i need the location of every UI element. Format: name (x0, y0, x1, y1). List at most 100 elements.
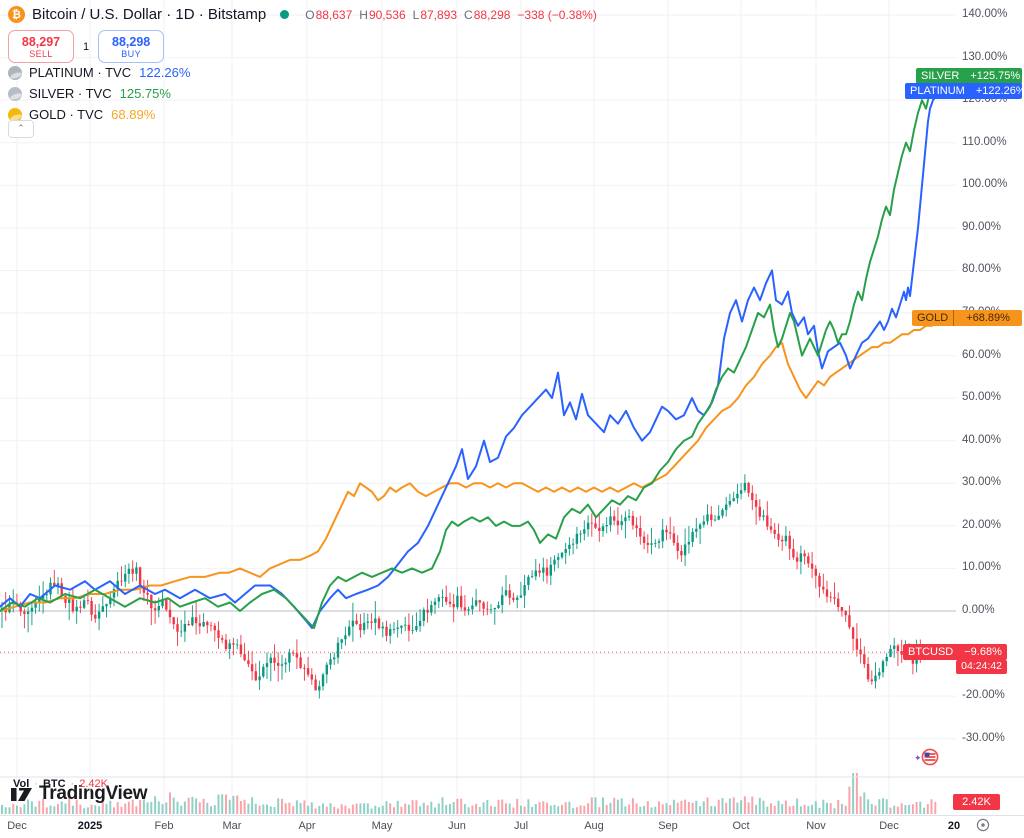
chevron-up-icon: ⌃ (17, 123, 25, 133)
change-value: −338 (−0.38%) (517, 7, 597, 22)
tag-value: +122.26% (975, 85, 1022, 97)
volume-title: Vol (13, 778, 30, 790)
compare-legend: PLATINUM · TVC 122.26% SILVER · TVC 125.75%… (8, 62, 190, 125)
time-tick[interactable]: Nov (806, 820, 826, 832)
price-tick[interactable]: -20.00% (962, 689, 1005, 702)
buy-button[interactable]: 88,298 BUY (98, 30, 165, 63)
time-tick[interactable]: Aug (584, 820, 604, 832)
tag-divider (953, 310, 955, 326)
tag-symbol: PLATINUM (910, 85, 965, 97)
volume-series (1, 773, 937, 814)
watermark-text: TradingView (39, 783, 148, 804)
quantity-value[interactable]: 1 (83, 40, 90, 53)
silver-price-tag: SILVER +125.75% (916, 68, 1022, 84)
time-tick[interactable]: Dec (879, 820, 899, 832)
volume-symbol: BTC (42, 778, 66, 790)
open-label: O (305, 7, 315, 22)
legend-symbol-change: 122.26% (139, 65, 191, 80)
price-tick[interactable]: 30.00% (962, 476, 1002, 489)
tag-value: +68.89% (966, 312, 1010, 324)
time-tick[interactable]: 2025 (77, 820, 103, 832)
low-value: 87,893 (420, 7, 458, 22)
legend-row-platinum[interactable]: PLATINUM · TVC 122.26% (8, 62, 190, 83)
volume-study-label[interactable]: Vol · BTC · 2.42K (13, 778, 108, 790)
countdown-timer: 04:24:42 (956, 660, 1007, 674)
tradingview-watermark: TradingView (10, 782, 148, 806)
price-tick[interactable]: 0.00% (962, 604, 995, 616)
symbol-title[interactable]: Bitcoin / U.S. Dollar · 1D · Bitstamp (32, 6, 267, 23)
tag-value: +125.75% (970, 70, 1021, 82)
price-tick[interactable]: 140.00% (962, 8, 1008, 21)
legend-row-gold[interactable]: GOLD · TVC 68.89% (8, 104, 190, 125)
ohlc-values: O 88,637 H 90,536 L 87,893 C 88,298 −338 (−0… (298, 8, 597, 22)
trade-panel: 88,297 SELL 1 88,298 BUY (8, 30, 165, 63)
time-tick[interactable]: Dec (7, 820, 27, 832)
price-tick[interactable]: 40.00% (962, 433, 1002, 446)
silver-icon (8, 86, 22, 101)
tag-symbol: GOLD (917, 312, 949, 324)
high-value: 90,536 (368, 7, 406, 22)
volume-axis-tag: 2.42K (953, 794, 1000, 810)
price-tick[interactable]: 80.00% (962, 263, 1002, 276)
legend-symbol-change: 68.89% (111, 107, 156, 122)
price-tick[interactable]: 130.00% (962, 50, 1008, 63)
price-tick[interactable]: 60.00% (962, 348, 1002, 361)
tag-value: −9.68% (964, 646, 1002, 658)
price-tick[interactable]: 20.00% (962, 518, 1002, 531)
scroll-to-realtime-icon[interactable] (975, 817, 991, 838)
low-label: L (412, 7, 420, 22)
buy-price: 88,298 (112, 34, 151, 49)
separator-dot: · (70, 778, 75, 790)
legend-symbol-name: SILVER · TVC (29, 86, 112, 101)
time-tick[interactable]: Feb (154, 820, 174, 832)
sell-price: 88,297 (21, 34, 61, 49)
economic-event-icon[interactable]: ✦ (914, 747, 940, 772)
time-tick[interactable]: May (371, 820, 393, 832)
platinum-price-tag: PLATINUM +122.26% (905, 83, 1022, 99)
us-flag-icon (924, 752, 936, 761)
close-value: 88,298 (473, 7, 511, 22)
price-tick[interactable]: 10.00% (962, 561, 1002, 574)
price-tick[interactable]: 110.00% (962, 135, 1007, 148)
time-tick[interactable]: Sep (658, 820, 678, 832)
bitcoin-icon: ₿ (8, 6, 25, 23)
time-tick[interactable]: 20 (947, 820, 961, 832)
gold-icon (8, 107, 22, 122)
gold-price-tag: GOLD +68.89% (912, 310, 1022, 326)
volume-tag-value: 2.42K (962, 796, 991, 808)
tradingview-logo-icon (11, 788, 32, 801)
market-status-icon[interactable] (280, 10, 290, 19)
legend-symbol-change: 125.75% (119, 86, 171, 101)
separator-dot: · (34, 778, 38, 790)
high-label: H (359, 7, 368, 22)
buy-label: BUY (121, 48, 141, 59)
legend-symbol-name: PLATINUM · TVC (29, 65, 132, 80)
time-tick[interactable]: Jul (513, 820, 529, 832)
open-value: 88,637 (315, 7, 353, 22)
price-tick[interactable]: 90.00% (962, 220, 1002, 233)
event-cursor-icon: ✦ (914, 753, 922, 763)
btcusd-price-tag: BTCUSD −9.68% (903, 644, 1007, 660)
price-tick[interactable]: 100.00% (962, 178, 1008, 191)
price-tick[interactable]: 50.00% (962, 391, 1002, 404)
symbol-header: ₿ Bitcoin / U.S. Dollar · 1D · Bitstamp … (8, 6, 597, 23)
time-tick[interactable]: Apr (298, 820, 316, 832)
legend-collapse-button[interactable]: ⌃ (8, 120, 34, 138)
time-tick[interactable]: Oct (732, 820, 750, 832)
legend-symbol-name: GOLD · TVC (29, 107, 104, 122)
platinum-icon (8, 65, 22, 80)
tag-symbol: BTCUSD (908, 646, 954, 658)
gold-line[interactable] (0, 316, 946, 612)
price-tick[interactable]: -30.00% (962, 731, 1005, 744)
btcusd-candlestick-series (0, 474, 937, 699)
sell-button[interactable]: 88,297 SELL (8, 30, 74, 63)
platinum-line[interactable] (0, 89, 942, 629)
sell-label: SELL (29, 48, 53, 59)
time-tick[interactable]: Mar (222, 820, 242, 832)
legend-row-silver[interactable]: SILVER · TVC 125.75% (8, 83, 190, 104)
time-tick[interactable]: Jun (448, 820, 466, 832)
tag-symbol: SILVER (921, 70, 960, 82)
silver-line[interactable] (0, 74, 942, 629)
close-label: C (464, 7, 473, 22)
